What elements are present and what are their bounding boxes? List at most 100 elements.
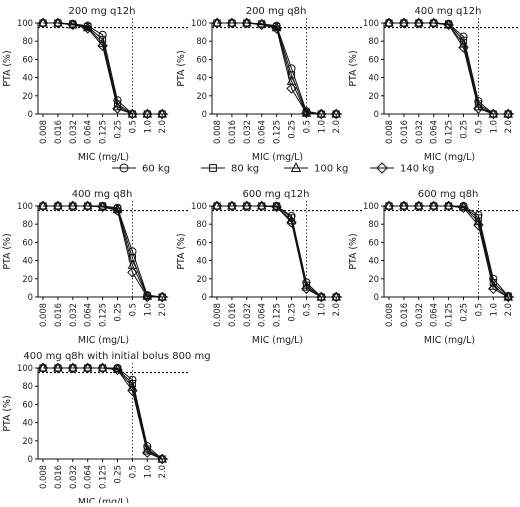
data-point	[142, 290, 153, 300]
y-tick-label: 60	[196, 237, 207, 247]
series-140-kg	[211, 200, 342, 303]
x-tick-label: 0.064	[83, 303, 93, 327]
y-tick-label: 20	[196, 91, 207, 101]
legend-label: 100 kg	[314, 164, 348, 175]
series-140-kg	[383, 200, 514, 303]
data-point	[82, 200, 93, 210]
series-line	[389, 22, 509, 115]
data-point	[398, 17, 410, 29]
series-60-kg	[38, 201, 167, 302]
data-point	[82, 362, 93, 372]
x-tick-label: 0.25	[113, 120, 123, 139]
y-tick-label: 20	[22, 436, 33, 446]
x-tick-label: 0.5	[473, 303, 483, 316]
data-point	[112, 103, 123, 114]
y-tick-label: 20	[196, 274, 207, 284]
data-point	[271, 22, 282, 32]
y-tick-label: 0	[374, 109, 379, 119]
series-line	[217, 205, 337, 298]
x-tick-label: 0.25	[287, 303, 297, 322]
legend-label: 80 kg	[231, 164, 259, 175]
data-point	[38, 17, 48, 27]
y-tick-label: 40	[22, 73, 33, 83]
data-point	[242, 200, 252, 210]
y-tick-label: 20	[368, 274, 379, 284]
series-140-kg	[383, 17, 514, 120]
x-tick-label: 0.5	[127, 120, 137, 133]
chart-panel-5: 600 mg q12h 0 20 40 60 80 100 PTA (%) 0.008 0.016…	[176, 189, 362, 346]
x-axis-title: MIC (mg/L)	[78, 497, 129, 503]
data-point	[97, 201, 108, 213]
x-tick-label: 0.25	[287, 120, 297, 139]
x-tick-label: 2.0	[331, 120, 341, 133]
panel-title: 400 mg q12h	[415, 6, 482, 17]
data-point	[301, 107, 312, 117]
data-point	[38, 200, 48, 210]
x-tick-label: 0.25	[459, 303, 469, 322]
x-tick-label: 0.064	[83, 465, 93, 489]
series-60-kg	[212, 18, 341, 119]
y-tick-label: 0	[28, 292, 33, 302]
x-tick-label: 0.125	[98, 465, 108, 489]
x-tick-label: 0.016	[227, 120, 237, 144]
x-tick-label: 2.0	[503, 120, 513, 133]
series-60-kg	[212, 201, 341, 302]
x-axis-title: MIC (mg/L)	[78, 152, 129, 163]
x-tick-label: 0.064	[429, 120, 439, 144]
y-tick-label: 20	[22, 91, 33, 101]
data-point	[142, 447, 153, 458]
y-tick-label: 80	[196, 36, 207, 46]
y-tick-label: 40	[196, 73, 207, 83]
y-tick-label: 60	[368, 54, 379, 64]
x-tick-label: 0.125	[272, 303, 282, 327]
x-tick-label: 0.125	[444, 120, 454, 144]
data-point	[157, 291, 167, 301]
series-60-kg	[384, 18, 513, 119]
x-tick-label: 1.0	[142, 120, 152, 133]
data-point	[286, 83, 297, 94]
data-point	[127, 108, 138, 120]
legend-marker	[119, 163, 129, 173]
series-100-kg	[38, 17, 167, 118]
series-100-kg	[384, 17, 513, 118]
data-point	[142, 108, 153, 120]
y-tick-label: 100	[363, 18, 379, 28]
series-140-kg	[37, 200, 168, 303]
series-80-kg	[385, 19, 512, 118]
series-line	[217, 22, 337, 115]
y-tick-label: 80	[196, 219, 207, 229]
x-tick-label: 0.25	[459, 120, 469, 139]
x-tick-label: 2.0	[157, 120, 167, 133]
series-line	[389, 22, 509, 115]
x-tick-label: 0.016	[53, 303, 63, 327]
y-tick-label: 80	[22, 381, 33, 391]
y-tick-label: 40	[368, 73, 379, 83]
x-tick-label: 0.25	[113, 465, 123, 484]
data-point	[37, 200, 49, 212]
series-140-kg	[37, 362, 168, 465]
data-point	[428, 17, 439, 29]
x-tick-label: 0.008	[384, 303, 394, 327]
legend-marker	[290, 162, 302, 173]
data-point	[67, 362, 79, 374]
data-point	[488, 283, 499, 295]
data-point	[458, 201, 469, 211]
data-point	[97, 362, 108, 374]
data-point	[53, 17, 63, 27]
data-point	[428, 17, 439, 27]
data-point	[211, 200, 223, 212]
data-point	[502, 291, 514, 303]
data-point	[256, 18, 267, 28]
chart-panel-3: 400 mg q12h 0 20 40 60 80 100 PTA (%) 0.008 0.016…	[348, 6, 520, 163]
series-line	[389, 22, 509, 115]
x-tick-label: 0.125	[444, 303, 454, 327]
series-line	[43, 205, 163, 298]
series-100-kg	[384, 200, 513, 301]
data-point	[112, 205, 123, 216]
data-point	[227, 17, 237, 27]
data-point	[226, 17, 238, 29]
x-tick-label: 0.5	[301, 120, 311, 133]
x-tick-label: 0.032	[68, 303, 78, 327]
data-point	[68, 362, 78, 372]
y-axis-title: PTA (%)	[2, 233, 13, 269]
